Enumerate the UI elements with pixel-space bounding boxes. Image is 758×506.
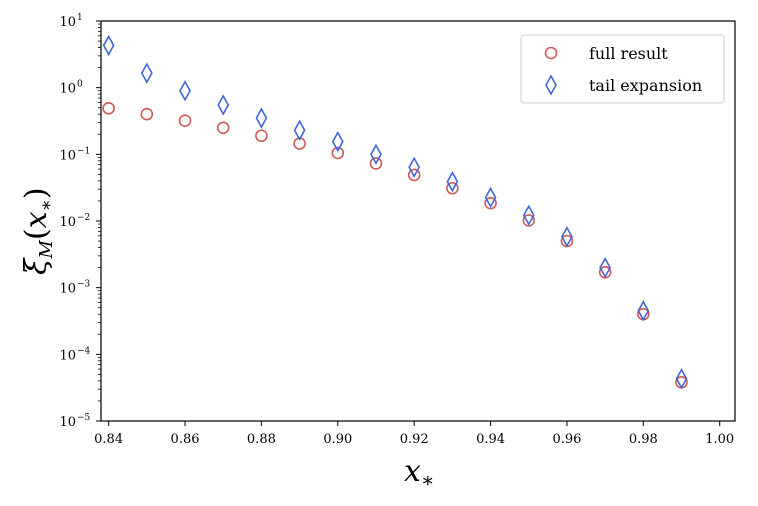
y-tick-base: 10 <box>59 82 76 97</box>
y-tick-exponent: 0 <box>77 80 83 90</box>
legend-marker-tail-expansion <box>545 74 557 96</box>
point-tail-expansion <box>179 80 191 102</box>
x-axis-label-sub: ∗ <box>421 468 435 492</box>
point-tail-expansion <box>217 94 230 116</box>
y-tick-label: 10 <box>59 282 76 297</box>
point-full-result <box>102 102 115 115</box>
point-full-result <box>484 196 497 210</box>
y-tick-label: 10 <box>59 82 76 97</box>
point-tail-expansion <box>408 156 421 178</box>
data-points <box>102 34 688 390</box>
point-tail-expansion <box>484 186 497 209</box>
point-full-result <box>255 129 268 143</box>
legend-marker-full-result <box>544 46 558 60</box>
x-tick-label: 0.98 <box>629 432 658 447</box>
point-full-result <box>522 214 536 227</box>
legend-label-full-result: full result <box>589 44 668 63</box>
x-tick-label: 0.90 <box>323 432 352 447</box>
y-tick-base: 10 <box>59 215 76 230</box>
point-tail-expansion <box>637 300 650 322</box>
y-tick-exponent: 1 <box>77 13 83 23</box>
y-axis-label-close: ) <box>19 187 54 199</box>
legend: full result tail expansion <box>520 34 725 104</box>
legend-label-tail-expansion: tail expansion <box>589 76 702 95</box>
legend-box <box>520 34 725 104</box>
y-axis-label-open: ( <box>19 228 54 240</box>
y-tick-label: 10 <box>59 348 76 363</box>
y-tick-base: 10 <box>59 282 76 297</box>
point-tail-expansion <box>140 62 153 84</box>
y-tick-label: 10 <box>59 215 76 230</box>
y-tick-base: 10 <box>59 148 76 163</box>
point-tail-expansion <box>599 256 612 279</box>
x-tick-label: 1.00 <box>705 432 734 447</box>
y-tick-exponent: −1 <box>77 146 90 156</box>
x-axis-label-main: x <box>404 454 421 489</box>
point-tail-expansion <box>675 368 688 390</box>
y-tick-exponent: −5 <box>77 413 91 423</box>
y-axis-label-arg: x <box>19 211 54 228</box>
point-tail-expansion <box>561 226 573 248</box>
y-tick-exponent: −3 <box>77 280 91 290</box>
point-full-result <box>140 107 154 121</box>
point-full-result <box>407 168 421 182</box>
y-tick-label: 10 <box>59 148 76 163</box>
y-axis-label-sub: M <box>36 239 57 259</box>
x-tick-label: 0.94 <box>476 432 505 447</box>
y-axis-label: ξM(x∗) <box>19 187 57 275</box>
point-tail-expansion <box>522 204 535 226</box>
point-tail-expansion <box>331 130 344 153</box>
point-full-result <box>446 181 459 195</box>
point-full-result <box>178 114 192 127</box>
y-tick-base: 10 <box>59 348 76 363</box>
y-tick-label: 10 <box>59 415 76 430</box>
point-full-result <box>369 157 383 170</box>
y-tick-exponent: −4 <box>77 346 91 356</box>
y-axis-label-main: ξ <box>19 257 54 275</box>
x-tick-label: 0.96 <box>552 432 581 447</box>
y-tick-label: 10 <box>59 15 76 30</box>
y-tick-base: 10 <box>59 415 76 430</box>
point-full-result <box>331 146 345 160</box>
x-axis-ticks: 0.84 0.86 0.88 0.90 0.92 0.94 0.96 0.98 1.00 <box>94 421 734 447</box>
x-tick-label: 0.86 <box>171 432 200 447</box>
y-tick-base: 10 <box>59 15 76 30</box>
y-axis-label-arg-sub: ∗ <box>36 199 57 211</box>
x-tick-label: 0.84 <box>94 432 123 447</box>
x-tick-label: 0.92 <box>400 432 429 447</box>
point-tail-expansion <box>446 170 459 193</box>
point-full-result <box>216 121 230 135</box>
x-tick-label: 0.88 <box>247 432 276 447</box>
point-tail-expansion <box>370 143 382 165</box>
point-tail-expansion <box>102 34 115 57</box>
point-tail-expansion <box>293 119 306 141</box>
point-tail-expansion <box>255 107 268 129</box>
x-axis-label: x∗ <box>404 454 435 492</box>
y-tick-exponent: −2 <box>77 213 90 223</box>
